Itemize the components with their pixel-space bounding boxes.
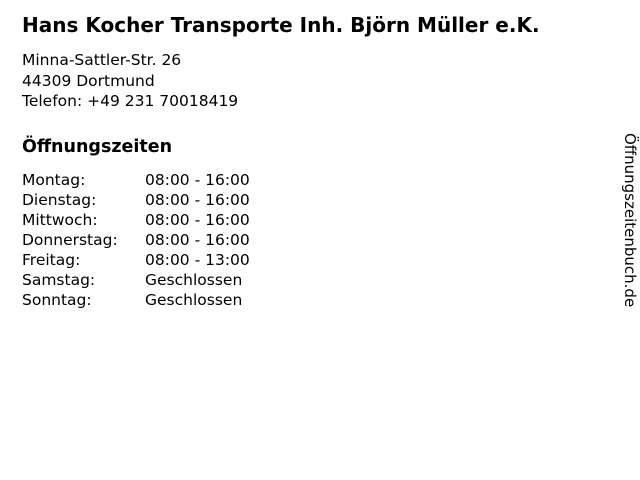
hours-row-thursday: Donnerstag: 08:00 - 16:00 xyxy=(22,230,640,250)
address-block: Minna-Sattler-Str. 26 44309 Dortmund Tel… xyxy=(22,50,640,112)
day-label: Mittwoch: xyxy=(22,210,98,229)
address-street: Minna-Sattler-Str. 26 xyxy=(22,51,182,69)
time-value: Geschlossen xyxy=(145,290,243,309)
day-label: Samstag: xyxy=(22,270,96,289)
time-value: 08:00 - 16:00 xyxy=(145,190,250,209)
hours-row-friday: Freitag: 08:00 - 13:00 xyxy=(22,250,640,270)
hours-row-saturday: Samstag: Geschlossen xyxy=(22,270,640,290)
site-watermark: Öffnungszeitenbuch.de xyxy=(621,133,639,308)
hours-row-wednesday: Mittwoch: 08:00 - 16:00 xyxy=(22,210,640,230)
hours-row-monday: Montag: 08:00 - 16:00 xyxy=(22,170,640,190)
opening-hours-heading: Öffnungszeiten xyxy=(22,136,173,157)
time-value: Geschlossen xyxy=(145,270,243,289)
address-city: 44309 Dortmund xyxy=(22,71,155,90)
phone-line: Telefon: +49 231 70018419 xyxy=(22,92,239,110)
time-value: 08:00 - 16:00 xyxy=(145,230,250,249)
hours-row-tuesday: Dienstag: 08:00 - 16:00 xyxy=(22,190,640,210)
hours-row-sunday: Sonntag: Geschlossen xyxy=(22,290,640,310)
business-title: Hans Kocher Transporte Inh. Björn Müller… xyxy=(22,13,540,37)
day-label: Freitag: xyxy=(22,250,81,269)
opening-hours-table: Montag: 08:00 - 16:00 Dienstag: 08:00 - … xyxy=(22,170,640,310)
day-label: Sonntag: xyxy=(22,290,92,309)
page-content: Hans Kocher Transporte Inh. Björn Müller… xyxy=(22,13,640,310)
time-value: 08:00 - 16:00 xyxy=(145,210,250,229)
time-value: 08:00 - 16:00 xyxy=(145,170,250,189)
day-label: Donnerstag: xyxy=(22,230,118,249)
time-value: 08:00 - 13:00 xyxy=(145,250,250,269)
day-label: Dienstag: xyxy=(22,190,97,209)
day-label: Montag: xyxy=(22,170,86,189)
